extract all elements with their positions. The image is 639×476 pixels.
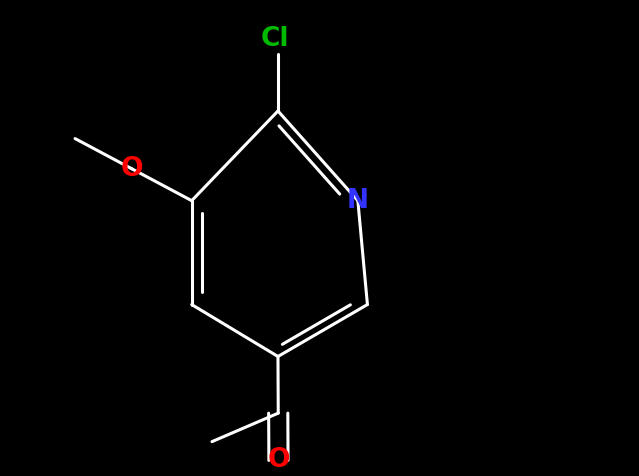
Text: Cl: Cl <box>261 26 289 52</box>
Text: O: O <box>267 447 289 473</box>
Text: O: O <box>121 156 143 182</box>
Text: N: N <box>347 188 369 214</box>
